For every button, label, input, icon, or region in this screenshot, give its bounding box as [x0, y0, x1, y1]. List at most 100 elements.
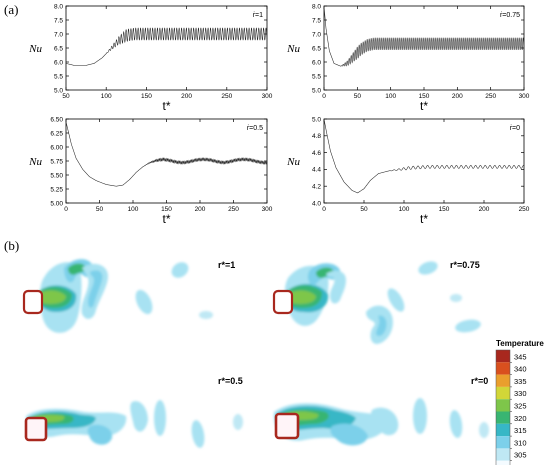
x-tick-label: 300 — [262, 93, 273, 100]
temperature-colorbar: 345 340 335 330 325 320 315 310 305 — [495, 349, 527, 465]
x-tick-label: 50 — [360, 206, 368, 213]
chart-0: 50 100 150 200 250 300 5.0 5.5 6.0 6.5 7.0 7.5 8.0 t*… — [28, 3, 273, 113]
y-tick-label: 5.5 — [312, 73, 321, 80]
y-tick-label: 5.50 — [50, 172, 63, 179]
x-tick-label: 150 — [439, 206, 450, 213]
contour-panel-r1 — [22, 259, 213, 333]
x-tick-label: 300 — [519, 93, 530, 100]
y-tick-label: 7.5 — [312, 17, 321, 24]
y-tick-label: 6.0 — [312, 59, 321, 66]
y-tick-label: 5.00 — [50, 200, 63, 207]
y-tick-label: 5.0 — [54, 87, 63, 94]
chart-annotation: ṙ=1 — [253, 12, 263, 19]
colorbar-swatch — [496, 423, 510, 437]
colorbar-tick-label: 315 — [514, 426, 527, 435]
y-axis-label: Nu — [286, 43, 300, 55]
series-line — [323, 5, 525, 67]
y-tick-label: 6.5 — [312, 45, 321, 52]
x-tick-label: 0 — [322, 206, 326, 213]
colorbar-swatch — [496, 362, 510, 375]
x-tick-label: 150 — [419, 93, 430, 100]
x-tick-label: 100 — [385, 93, 396, 100]
contour-label-r075: r*=0.75 — [450, 260, 480, 270]
x-tick-label: 200 — [479, 206, 490, 213]
series-line — [323, 118, 525, 194]
panel-label-b: (b) — [4, 238, 19, 253]
y-tick-label: 4.0 — [312, 200, 321, 207]
y-tick-label: 5.0 — [312, 116, 321, 123]
y-axis-label: Nu — [28, 43, 42, 55]
colorbar-tick-label: 325 — [514, 402, 527, 411]
y-tick-label: 6.0 — [54, 59, 63, 66]
x-tick-label: 250 — [228, 206, 239, 213]
colorbar-swatch — [496, 448, 510, 461]
colorbar-tick-label: 335 — [514, 377, 527, 386]
y-tick-label: 7.5 — [54, 17, 63, 24]
y-tick-label: 4.2 — [312, 184, 321, 191]
x-tick-label: 100 — [128, 206, 139, 213]
plot-frame — [65, 5, 268, 91]
x-tick-label: 250 — [519, 206, 530, 213]
colorbar-tick-label: 340 — [514, 365, 527, 374]
contour-panel-r0 — [273, 398, 489, 446]
y-tick-label: 5.25 — [50, 186, 63, 193]
chart-annotation: ṙ=0.5 — [247, 125, 263, 132]
colorbar-swatch — [496, 386, 510, 400]
colorbar-swatch — [496, 374, 510, 387]
x-tick-label: 200 — [452, 93, 463, 100]
colorbar-tick-label: 345 — [514, 352, 527, 361]
x-axis-label: t* — [420, 212, 428, 226]
chart-1: 0 50 100 150 200 250 300 5.0 5.5 6.0 6.5 7.0 7.5 8.0 t… — [286, 3, 530, 113]
y-tick-label: 8.0 — [312, 3, 321, 10]
y-tick-label: 4.6 — [312, 150, 321, 157]
y-tick-label: 6.5 — [54, 45, 63, 52]
colorbar-tick-label: 310 — [514, 438, 527, 447]
x-tick-label: 250 — [221, 93, 232, 100]
x-tick-label: 50 — [96, 206, 104, 213]
y-tick-label: 7.0 — [54, 31, 63, 38]
x-tick-label: 150 — [141, 93, 152, 100]
colorbar-tick-label: 330 — [514, 389, 527, 398]
y-tick-label: 5.75 — [50, 158, 63, 165]
x-tick-label: 200 — [181, 93, 192, 100]
nusselt-charts: 50 100 150 200 250 300 5.0 5.5 6.0 6.5 7.0 7.5 8.0 t*… — [28, 3, 530, 226]
colorbar-swatch — [496, 350, 510, 363]
chart-3: 0 50 100 150 200 250 4.0 4.2 4.4 4.6 4.8 5.0 t* Nu ṙ=… — [286, 116, 530, 226]
x-tick-label: 0 — [322, 93, 326, 100]
y-tick-label: 4.8 — [312, 133, 321, 140]
panel-label-a: (a) — [4, 2, 18, 17]
y-tick-label: 5.5 — [54, 73, 63, 80]
series-line — [65, 27, 268, 66]
y-tick-label: 6.00 — [50, 144, 63, 151]
y-tick-label: 6.25 — [50, 130, 63, 137]
plot-frame — [323, 118, 525, 204]
chart-2: 0 50 100 150 200 250 300 5.00 5.25 5.50 5.75 6.00 6.… — [28, 116, 273, 226]
x-axis-label: t* — [420, 99, 428, 113]
y-tick-label: 7.0 — [312, 31, 321, 38]
y-tick-label: 8.0 — [54, 3, 63, 10]
chart-annotation: ṙ=0 — [510, 125, 520, 132]
y-tick-label: 5.0 — [312, 87, 321, 94]
colorbar-swatch — [496, 460, 510, 465]
colorbar-swatch — [496, 411, 510, 424]
x-tick-label: 250 — [485, 93, 496, 100]
y-tick-label: 4.4 — [312, 167, 321, 174]
contour-label-r1: r*=1 — [218, 260, 235, 270]
chart-annotation: ṙ=0.75 — [500, 12, 520, 19]
colorbar-tick-label: 320 — [514, 414, 527, 423]
series-line — [65, 121, 268, 187]
y-tick-label: 6.50 — [50, 116, 63, 123]
y-axis-label: Nu — [286, 156, 300, 168]
colorbar-swatch — [496, 399, 510, 412]
x-tick-label: 200 — [195, 206, 206, 213]
x-tick-label: 100 — [101, 93, 112, 100]
contour-panel-r075 — [272, 261, 481, 344]
x-tick-label: 0 — [64, 206, 68, 213]
contour-label-r0: r*=0 — [471, 376, 488, 386]
x-tick-label: 50 — [354, 93, 362, 100]
colorbar-tick-label: 305 — [514, 451, 527, 460]
x-tick-label: 300 — [262, 206, 273, 213]
contour-label-r05: r*=0.5 — [218, 376, 243, 386]
colorbar-title: Temperature — [496, 339, 544, 348]
